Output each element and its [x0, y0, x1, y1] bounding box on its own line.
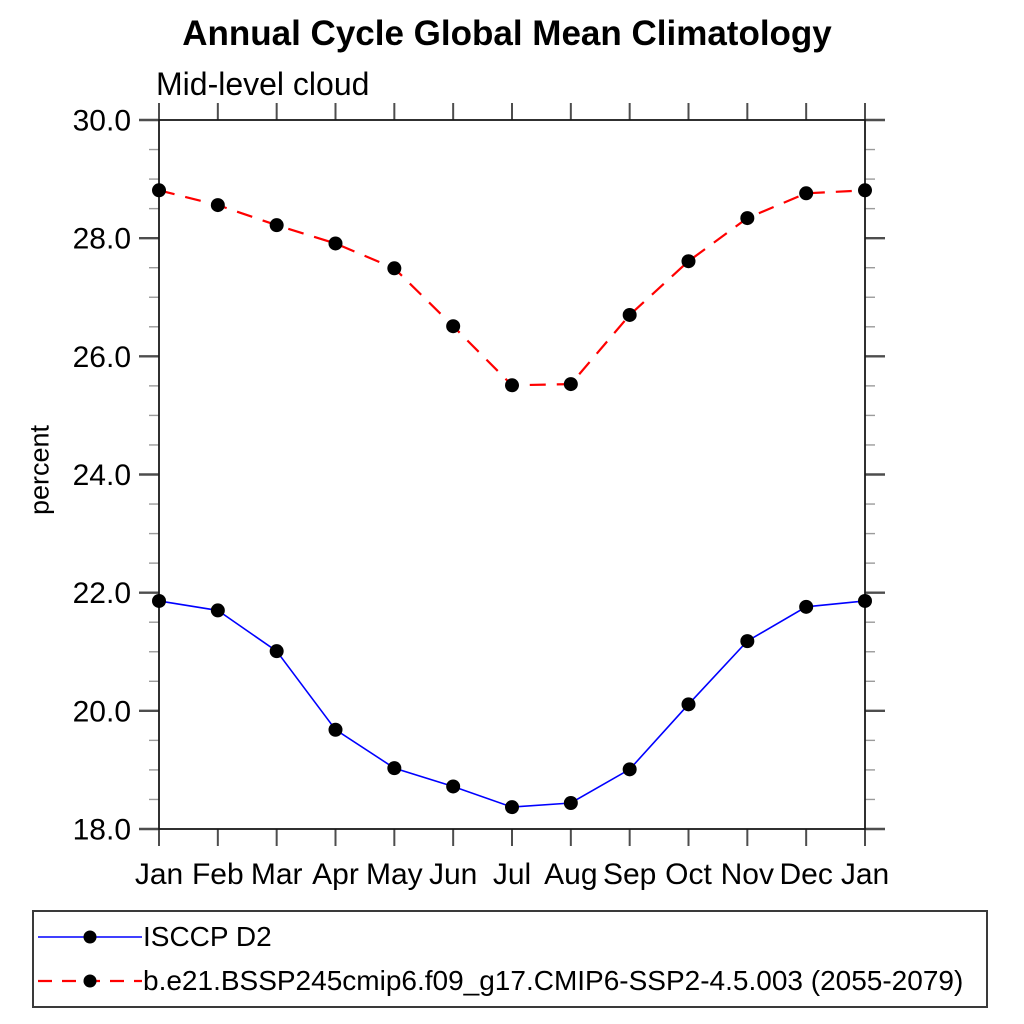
- data-point: [740, 211, 755, 226]
- x-tick-label: Jan: [135, 858, 183, 891]
- x-tick-label: Aug: [544, 858, 597, 891]
- data-point: [681, 697, 696, 712]
- x-tick-label: Apr: [312, 858, 359, 891]
- data-point: [563, 377, 578, 392]
- legend-marker-dot-icon: [83, 930, 97, 944]
- data-point: [681, 254, 696, 269]
- x-tick-label: Dec: [779, 858, 832, 891]
- data-point: [622, 762, 637, 777]
- legend-item: ISCCP D2: [38, 917, 986, 957]
- legend-label: b.e21.BSSP245cmip6.f09_g17.CMIP6-SSP2-4.…: [143, 965, 964, 997]
- data-point: [152, 593, 166, 608]
- x-tick-label: Jan: [841, 858, 889, 891]
- x-tick-label: Feb: [192, 858, 244, 891]
- y-tick-label: 30.0: [73, 105, 131, 138]
- data-point: [210, 603, 225, 618]
- data-point: [858, 183, 872, 198]
- y-tick-label: 26.0: [73, 341, 131, 374]
- y-tick-label: 22.0: [73, 577, 131, 610]
- data-point: [328, 722, 343, 737]
- data-point: [505, 378, 519, 393]
- plot-box: [158, 119, 866, 830]
- legend-solid-line-sample: [38, 930, 142, 944]
- data-point: [210, 198, 225, 213]
- data-point: [387, 761, 402, 776]
- data-point: [740, 634, 755, 649]
- data-point: [269, 644, 284, 659]
- series-line-0: [158, 600, 866, 808]
- y-tick-label: 24.0: [73, 459, 131, 492]
- x-tick-label: Jul: [493, 858, 531, 891]
- data-point: [622, 307, 637, 322]
- legend-marker-dot-icon: [83, 974, 97, 988]
- legend-box: ISCCP D2 b.e21.BSSP245cmip6.f09_g17.CMIP6…: [32, 910, 988, 1008]
- y-tick-label: 20.0: [73, 695, 131, 728]
- legend-label: ISCCP D2: [143, 920, 272, 952]
- data-point: [328, 236, 343, 251]
- x-tick-label: Jun: [429, 858, 477, 891]
- y-tick-label: 18.0: [73, 814, 131, 847]
- data-point: [446, 779, 461, 794]
- chart-subtitle: Mid-level cloud: [156, 66, 370, 102]
- y-tick-label: 28.0: [73, 223, 131, 256]
- x-tick-label: Oct: [665, 858, 712, 891]
- x-tick-label: Sep: [603, 858, 656, 891]
- x-tick-label: May: [366, 858, 423, 891]
- legend-dashed-line-sample: [38, 974, 142, 988]
- data-point: [505, 800, 519, 815]
- chart-title: Annual Cycle Global Mean Climatology: [182, 14, 832, 53]
- x-tick-label: Nov: [721, 858, 774, 891]
- data-point: [269, 218, 284, 233]
- series-line-1: [158, 189, 866, 387]
- data-point: [799, 186, 814, 201]
- data-point: [446, 319, 461, 334]
- data-point: [799, 599, 814, 614]
- data-point: [152, 183, 166, 198]
- data-point: [387, 261, 402, 276]
- legend-item: b.e21.BSSP245cmip6.f09_g17.CMIP6-SSP2-4.…: [38, 961, 986, 1001]
- x-tick-label: Mar: [251, 858, 303, 891]
- data-point: [563, 796, 578, 811]
- data-point: [858, 593, 872, 608]
